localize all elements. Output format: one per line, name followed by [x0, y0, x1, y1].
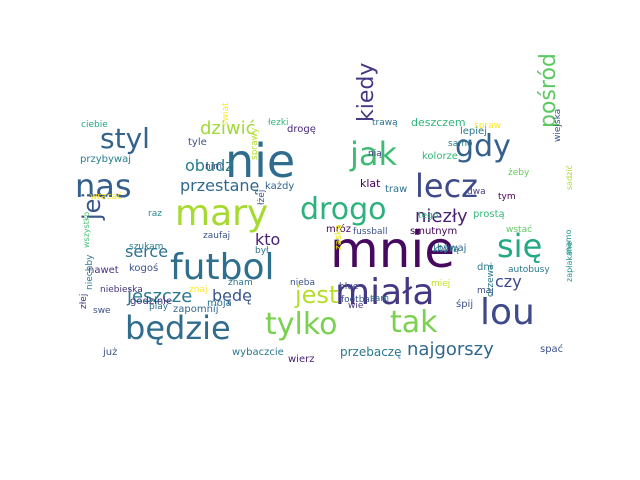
cloud-word: smutnym: [410, 226, 458, 237]
cloud-word: miej: [431, 279, 451, 289]
cloud-word: wracać: [90, 192, 122, 202]
cloud-word: niezły: [415, 206, 468, 227]
cloud-word: jest: [295, 281, 339, 309]
cloud-word: kto: [255, 230, 281, 249]
cloud-word: świat: [221, 102, 231, 126]
cloud-word: każdy: [265, 181, 295, 192]
cloud-word: złej: [79, 293, 89, 309]
cloud-word: dziwić: [200, 118, 256, 139]
cloud-word: lecz: [415, 167, 478, 205]
cloud-word: samo: [448, 139, 473, 149]
cloud-word: czy: [495, 272, 522, 291]
cloud-word: wszystko: [82, 211, 91, 248]
cloud-word: blue: [339, 282, 359, 292]
cloud-word: nas: [75, 167, 132, 205]
cloud-word: wstać: [506, 225, 533, 235]
cloud-word: zapomnij: [173, 304, 219, 315]
cloud-word: szukam: [129, 242, 164, 252]
cloud-word: tyle: [188, 137, 207, 148]
cloud-word: jeszcze: [127, 286, 193, 307]
cloud-word: sprawy: [250, 127, 260, 160]
cloud-word: znaj: [189, 285, 208, 295]
cloud-word: futbol: [170, 247, 275, 288]
cloud-word: sam: [370, 294, 389, 304]
cloud-word: wierz: [288, 354, 315, 365]
cloud-word: serce: [125, 242, 169, 261]
cloud-word: miała: [335, 272, 435, 313]
cloud-word: football: [341, 295, 375, 305]
cloud-word: nią: [368, 149, 382, 159]
cloud-word: maj: [477, 286, 494, 296]
cloud-word: niebieska: [100, 285, 143, 295]
cloud-word: mary: [175, 193, 269, 234]
cloud-word: jak: [350, 135, 398, 173]
cloud-word: bywaj: [437, 243, 467, 254]
cloud-word: nie: [225, 134, 296, 188]
cloud-word: był: [255, 246, 269, 256]
cloud-word: mróz: [326, 224, 351, 235]
cloud-word: kogoś: [129, 263, 159, 274]
cloud-word: dni: [477, 262, 493, 273]
cloud-word: prostą: [473, 209, 505, 220]
cloud-word: traw: [385, 184, 408, 195]
cloud-word: kolorze: [422, 151, 458, 162]
cloud-word: dwa: [467, 187, 486, 197]
cloud-word: raz: [148, 209, 162, 219]
cloud-word: przebaczę: [340, 345, 402, 359]
cloud-word: gdy: [455, 129, 511, 164]
cloud-word: nieba: [290, 278, 315, 288]
cloud-word: łezki: [268, 118, 289, 128]
cloud-word: śpij: [456, 299, 474, 310]
cloud-word: którą: [433, 244, 460, 255]
cloud-word: tego: [418, 211, 439, 221]
cloud-word: styl: [100, 122, 150, 155]
cloud-word: spraw: [474, 121, 501, 131]
cloud-word: drzewa: [486, 264, 496, 297]
cloud-word: trawą: [372, 118, 398, 128]
cloud-word: moja: [207, 298, 232, 309]
cloud-word: żaska: [334, 224, 344, 251]
cloud-word: łżej: [257, 189, 267, 205]
cloud-word: tak: [390, 305, 438, 340]
cloud-word: lou: [480, 292, 535, 333]
cloud-word: play: [149, 302, 169, 312]
cloud-word: kiedy: [354, 62, 379, 122]
cloud-word: sadzić: [565, 165, 574, 190]
cloud-word: nim: [205, 162, 222, 172]
cloud-word: wiejska: [553, 108, 563, 142]
cloud-word: fussball: [353, 227, 388, 237]
cloud-word: przybywaj: [80, 154, 131, 165]
cloud-word: przestanę: [180, 176, 260, 195]
cloud-word: wybaczcie: [232, 347, 284, 358]
cloud-word: tym: [498, 192, 516, 202]
cloud-word: niechby: [85, 254, 95, 290]
cloud-word: zapłakane: [565, 241, 574, 282]
cloud-word: tylko: [265, 307, 338, 342]
cloud-word: swe: [93, 306, 111, 316]
cloud-word: ciebie: [81, 120, 108, 130]
cloud-word: żeby: [508, 168, 530, 178]
cloud-word: zaufaj: [203, 231, 231, 241]
cloud-word: będzie: [125, 309, 231, 347]
cloud-word: deszczem: [411, 116, 466, 129]
cloud-word: się: [497, 227, 543, 265]
cloud-word: już: [103, 347, 118, 358]
cloud-word: najgorszy: [407, 339, 494, 360]
cloud-word: godzinie: [130, 296, 173, 307]
cloud-word: drogę: [287, 124, 316, 135]
cloud-word: autobusy: [508, 265, 550, 275]
cloud-word: obudź: [185, 156, 234, 175]
cloud-word: będę: [212, 286, 252, 305]
cloud-word: nawet: [88, 265, 119, 276]
cloud-word: mnie: [330, 221, 456, 279]
cloud-word: klat: [360, 177, 381, 190]
cloud-word: znam: [228, 278, 253, 288]
cloud-word: lepiej: [460, 126, 487, 137]
cloud-word: spać: [540, 344, 564, 355]
cloud-word: wie: [348, 301, 364, 311]
cloud-word: drogo: [300, 192, 387, 227]
